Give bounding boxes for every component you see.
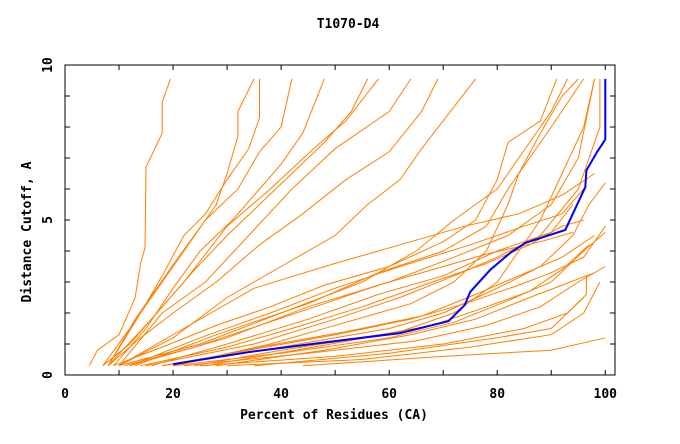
model-curve-32	[216, 272, 595, 367]
x-tick-label: 100	[594, 387, 618, 402]
model-curve-22	[151, 204, 574, 367]
y-tick-label: 10	[41, 57, 56, 73]
ticks-layer: 0 20 40 60 80 100 0 5 10	[41, 57, 617, 402]
x-tick-label: 0	[61, 387, 69, 402]
x-axis-label: Percent of Residues (CA)	[240, 408, 428, 423]
x-tick-label: 40	[273, 387, 289, 402]
model-curve-11	[118, 78, 568, 367]
model-curve-8	[118, 78, 412, 367]
model-curve-9	[107, 78, 439, 367]
model-curve-14	[162, 182, 606, 367]
model-curve-3	[107, 78, 260, 366]
plot-frame	[64, 64, 616, 376]
model-curve-19	[302, 337, 606, 367]
model-curve-28	[135, 78, 585, 367]
x-tick-label: 80	[489, 387, 505, 402]
model-curve-26	[194, 244, 590, 367]
model-curve-4	[107, 78, 293, 366]
x-tick-label: 20	[165, 387, 181, 402]
model-curve-7	[107, 78, 379, 367]
model-curve-20	[254, 297, 585, 367]
model-curve-12	[129, 78, 595, 367]
model-curve-25	[172, 235, 595, 367]
model-curve-17	[200, 275, 587, 367]
model-curve-23	[140, 219, 584, 367]
model-curve-21	[129, 188, 585, 367]
model-curve-29	[172, 78, 579, 367]
model-curve-6	[102, 78, 369, 367]
highlight-curve	[172, 78, 607, 366]
x-tick-label: 60	[381, 387, 397, 402]
model-curve-15	[173, 232, 606, 367]
y-tick-label: 0	[41, 371, 56, 379]
model-curve-16	[183, 266, 606, 367]
chart-title: T1070-D4	[317, 17, 380, 32]
y-tick-label: 5	[41, 216, 56, 224]
model-curve-13	[145, 78, 601, 367]
model-curve-1	[88, 78, 171, 366]
model-curve-33	[113, 78, 558, 367]
model-curve-24	[118, 173, 595, 367]
model-curve-10	[118, 78, 476, 367]
series-layer	[88, 78, 607, 367]
model-curve-18	[227, 281, 601, 367]
y-axis-label: Distance Cutoff, A	[20, 161, 35, 302]
